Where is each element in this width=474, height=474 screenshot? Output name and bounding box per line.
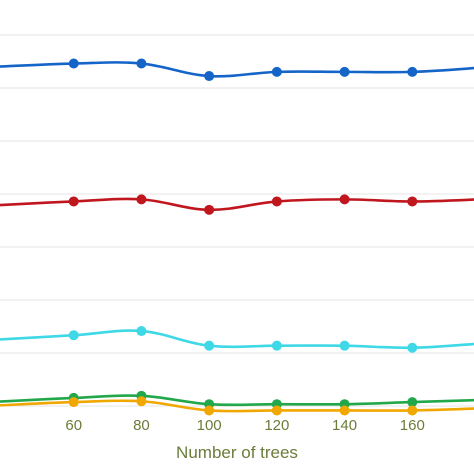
series-3-line — [0, 394, 474, 407]
series-1-point-1 — [136, 194, 147, 205]
series-2-point-1 — [136, 326, 147, 337]
series-1-point-2 — [204, 204, 215, 215]
series-1-point-5 — [407, 196, 418, 207]
series-0-point-0 — [68, 58, 79, 69]
series-1-line — [0, 197, 474, 212]
x-tick-label-100: 100 — [197, 417, 222, 434]
series-0 — [0, 58, 474, 82]
series-0-point-1 — [136, 58, 147, 69]
series-2-point-3 — [271, 340, 282, 351]
series-4-point-1 — [136, 396, 147, 407]
series-1-point-3 — [271, 196, 282, 207]
series-group — [0, 58, 474, 416]
series-2-point-5 — [407, 342, 418, 353]
series-0-line — [0, 61, 474, 78]
series-4-point-0 — [68, 397, 79, 408]
series-2-line — [0, 329, 474, 350]
series-2-point-2 — [204, 340, 215, 351]
series-4-point-2 — [204, 405, 215, 416]
series-2-point-0 — [68, 330, 79, 341]
x-tick-label-140: 140 — [332, 417, 357, 434]
series-4-point-4 — [339, 405, 350, 416]
series-1-point-0 — [68, 196, 79, 207]
series-3-point-5 — [407, 397, 418, 408]
series-0-point-2 — [204, 71, 215, 82]
series-0-point-5 — [407, 66, 418, 77]
series-1 — [0, 194, 474, 215]
series-4-point-3 — [271, 405, 282, 416]
series-4-point-5 — [407, 405, 418, 416]
x-tick-labels: 60 80 100 120 140 160 — [65, 417, 424, 434]
series-1-point-4 — [339, 194, 350, 205]
series-2-point-4 — [339, 340, 350, 351]
series-0-point-4 — [339, 66, 350, 77]
x-axis-title: Number of trees — [176, 443, 298, 462]
grid-lines — [0, 34, 474, 407]
series-4 — [0, 396, 474, 416]
x-tick-label-60: 60 — [65, 417, 82, 434]
series-4-line — [0, 399, 474, 413]
x-tick-label-120: 120 — [264, 417, 289, 434]
series-0-point-3 — [271, 66, 282, 77]
x-tick-label-160: 160 — [400, 417, 425, 434]
series-2 — [0, 326, 474, 353]
x-tick-label-80: 80 — [133, 417, 150, 434]
